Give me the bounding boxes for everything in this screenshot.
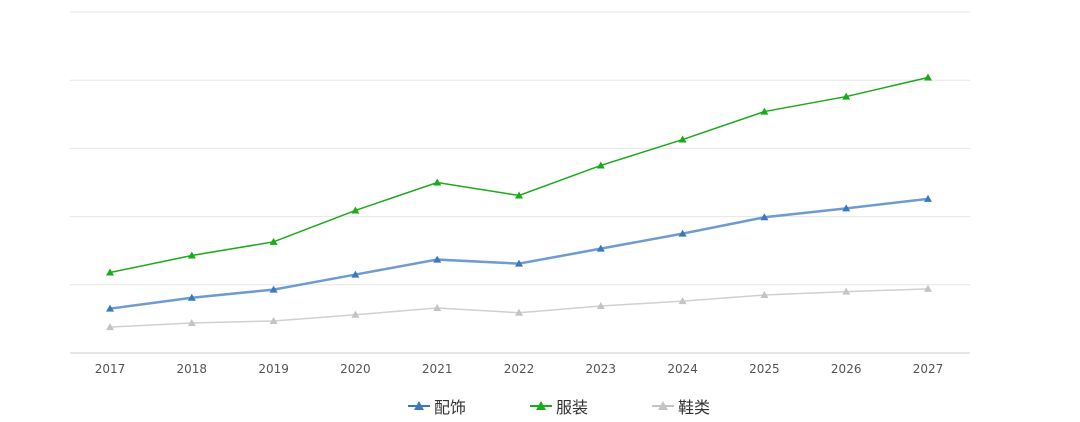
x-tick-label: 2018 bbox=[177, 362, 208, 376]
data-point bbox=[433, 178, 442, 186]
data-point bbox=[760, 291, 769, 299]
data-point bbox=[596, 301, 605, 309]
legend: 配饰 服装 鞋类 bbox=[0, 394, 1080, 418]
x-tick-label: 2017 bbox=[95, 362, 126, 376]
series-line bbox=[109, 197, 929, 310]
x-tick-label: 2024 bbox=[667, 362, 698, 376]
x-tick-label: 2020 bbox=[340, 362, 371, 376]
data-point bbox=[351, 270, 360, 278]
data-point bbox=[269, 285, 278, 293]
data-point bbox=[678, 135, 687, 143]
legend-marker-icon bbox=[408, 401, 430, 410]
data-point bbox=[924, 73, 932, 81]
data-point bbox=[187, 318, 196, 326]
data-point bbox=[187, 293, 196, 301]
legend-label: 服装 bbox=[556, 398, 589, 417]
legend-marker-icon bbox=[530, 401, 552, 410]
data-point bbox=[351, 310, 360, 318]
data-point bbox=[924, 284, 932, 292]
x-tick-label: 2027 bbox=[913, 362, 944, 376]
data-point bbox=[842, 204, 851, 212]
x-tick-label: 2026 bbox=[831, 362, 862, 376]
data-point bbox=[760, 107, 769, 115]
series-line bbox=[109, 76, 929, 274]
data-point bbox=[106, 268, 114, 276]
legend-label: 鞋类 bbox=[678, 398, 711, 417]
data-point bbox=[106, 323, 114, 331]
data-point bbox=[842, 92, 851, 100]
data-point bbox=[842, 287, 851, 295]
data-point bbox=[433, 303, 442, 311]
data-point bbox=[515, 191, 523, 199]
data-point bbox=[760, 213, 769, 221]
legend-item-footwear[interactable]: 鞋类 bbox=[652, 394, 710, 418]
x-tick-label: 2025 bbox=[749, 362, 780, 376]
legend-label: 配饰 bbox=[434, 398, 467, 417]
legend-item-accessories[interactable]: 配饰 bbox=[408, 394, 466, 418]
data-point bbox=[433, 255, 442, 263]
data-point bbox=[515, 259, 523, 267]
x-tick-label: 2022 bbox=[504, 362, 535, 376]
data-point bbox=[515, 308, 523, 316]
data-point bbox=[269, 237, 278, 245]
legend-marker-icon bbox=[652, 401, 674, 410]
data-point bbox=[187, 251, 196, 259]
data-point bbox=[351, 206, 360, 214]
data-point bbox=[269, 316, 278, 324]
x-tick-label: 2021 bbox=[422, 362, 453, 376]
data-point bbox=[596, 161, 605, 169]
data-point bbox=[596, 244, 605, 252]
x-tick-label: 2023 bbox=[586, 362, 617, 376]
legend-item-apparel[interactable]: 服装 bbox=[530, 394, 588, 418]
data-point bbox=[678, 229, 687, 237]
line-chart: 2017 2018 2019 2020 2021 2022 2023 2024 2025 2026… bbox=[70, 11, 970, 376]
x-tick-label: 2019 bbox=[258, 362, 289, 376]
data-point bbox=[678, 297, 687, 305]
data-point bbox=[924, 194, 932, 202]
data-point bbox=[106, 304, 114, 312]
